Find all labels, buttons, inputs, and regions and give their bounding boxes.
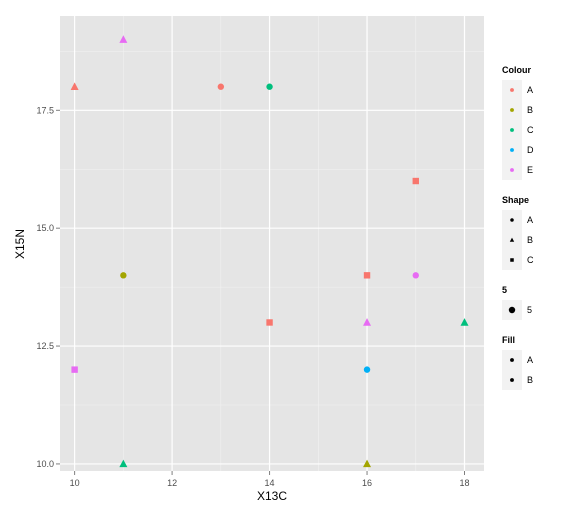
data-point xyxy=(266,319,273,326)
legend-label: C xyxy=(527,255,534,265)
data-point xyxy=(119,459,128,468)
legend-label: E xyxy=(527,165,533,175)
y-axis-title: X15N xyxy=(13,229,27,259)
minor-gridlines xyxy=(60,16,484,471)
data-point xyxy=(363,459,372,468)
legend-key xyxy=(509,237,515,242)
data-point xyxy=(363,318,372,326)
legend-title: Colour xyxy=(502,65,531,75)
legend-title: 5 xyxy=(502,285,507,295)
legend-title: Fill xyxy=(502,335,515,345)
x-tick-label: 12 xyxy=(167,478,177,488)
y-tick-label: 15.0 xyxy=(36,223,54,233)
y-tick-label: 17.5 xyxy=(36,105,54,115)
data-point xyxy=(363,272,371,279)
legend-label: B xyxy=(527,375,533,385)
data-point xyxy=(120,272,127,279)
legend-key xyxy=(510,108,514,112)
x-axis-title: X13C xyxy=(257,489,287,503)
legend-label: C xyxy=(527,125,534,135)
legend-key xyxy=(508,306,516,314)
data-point xyxy=(217,83,225,90)
data-point xyxy=(412,272,419,279)
legend-key xyxy=(510,148,514,152)
legend-label: D xyxy=(527,145,534,155)
x-tick-label: 10 xyxy=(70,478,80,488)
legend-label: B xyxy=(527,235,533,245)
x-axis: 10 12 14 16 18 xyxy=(70,471,470,488)
legend-key xyxy=(510,378,514,382)
plot-panel xyxy=(60,16,484,471)
x-tick-label: 18 xyxy=(459,478,469,488)
data-point xyxy=(70,82,79,90)
legend-label: B xyxy=(527,105,533,115)
data-point xyxy=(412,177,419,185)
y-tick-label: 10.0 xyxy=(36,459,54,469)
major-gridlines xyxy=(60,16,484,471)
legend-key xyxy=(510,258,514,262)
legend-label: A xyxy=(527,355,533,365)
data-point xyxy=(266,83,273,90)
x-tick-label: 16 xyxy=(362,478,372,488)
y-tick-label: 12.5 xyxy=(36,341,54,351)
legend-key xyxy=(510,128,514,132)
data-points xyxy=(70,35,469,468)
legend-key xyxy=(510,168,514,172)
legend-key xyxy=(510,88,514,92)
x-tick-label: 14 xyxy=(265,478,275,488)
y-axis: 10.0 12.5 15.0 17.5 xyxy=(36,105,60,469)
legend-label: 5 xyxy=(527,305,532,315)
legend-key-background xyxy=(502,350,522,390)
data-point xyxy=(460,318,469,326)
legend-key xyxy=(510,218,514,222)
data-point xyxy=(363,366,371,373)
legend-label: A xyxy=(527,85,533,95)
legend-key xyxy=(510,358,514,362)
legend-label: A xyxy=(527,215,533,225)
legend-title: Shape xyxy=(502,195,529,205)
data-point xyxy=(71,366,78,373)
data-point xyxy=(119,35,128,43)
